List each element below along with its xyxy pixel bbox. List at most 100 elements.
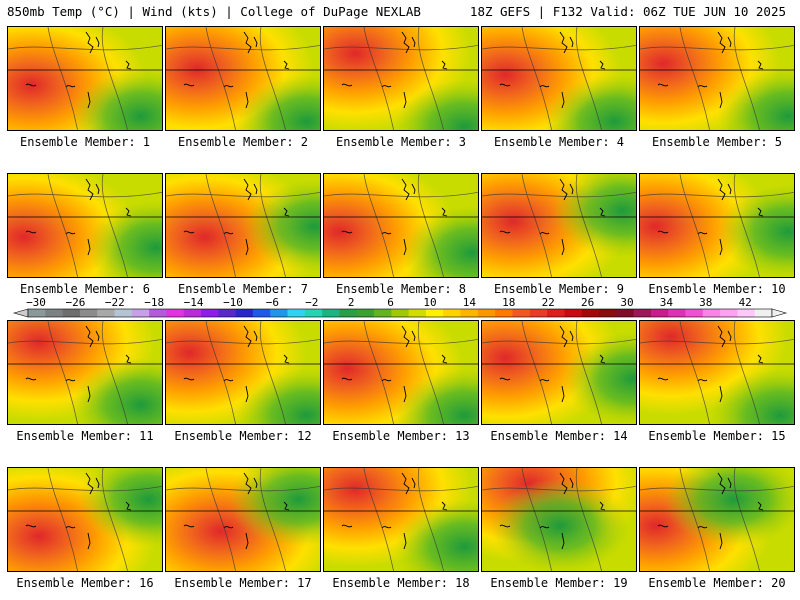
colorbar-tick-label: 38 [699,296,712,309]
colorbar-segment [287,309,306,317]
colorbar-tick-label: 42 [739,296,752,309]
ensemble-member-map-3 [323,26,479,131]
colorbar-tick-label: −18 [144,296,164,309]
colorbar-segment [443,309,461,317]
ensemble-member-map-6 [7,173,163,278]
colorbar-segment [149,309,167,317]
colorbar-segment [79,309,98,317]
ensemble-member-label: Ensemble Member: 11 [16,429,154,443]
ensemble-member-label: Ensemble Member: 17 [174,576,312,590]
colorbar-tick-label: −14 [184,296,204,309]
colorbar-segment [598,309,617,317]
colorbar-tick-label: −26 [65,296,85,309]
ensemble-member-label: Ensemble Member: 2 [177,135,309,149]
colorbar-segment [374,309,392,317]
colorbar-segment [650,309,669,317]
colorbar-segment [408,309,427,317]
ensemble-member-map-14 [481,320,637,425]
colorbar-segment [201,309,219,317]
ensemble-member-map-15 [639,320,795,425]
colorbar-segment [304,309,323,317]
colorbar-tick-label: −30 [26,296,46,309]
ensemble-member-label: Ensemble Member: 5 [651,135,783,149]
ensemble-member-label: Ensemble Member: 7 [177,282,309,296]
ensemble-member-label: Ensemble Member: 19 [490,576,628,590]
temperature-colorbar: −30 −26 −22 −18 −14 −10 −6 −2 2 6 10 14 18 22 26 30 34 38… [12,296,788,318]
colorbar-segment [131,309,150,317]
colorbar-right-arrow [771,308,788,318]
colorbar-segment [581,309,600,317]
ensemble-member-map-4 [481,26,637,131]
ensemble-member-map-16 [7,467,163,572]
ensemble-member-map-2 [165,26,321,131]
ensemble-member-map-10 [639,173,795,278]
colorbar-tick-label: −10 [223,296,243,309]
colorbar-segment [547,309,565,317]
ensemble-member-label: Ensemble Member: 1 [19,135,151,149]
ensemble-member-label: Ensemble Member: 18 [332,576,470,590]
colorbar-segment [218,309,237,317]
colorbar-segment [62,309,81,317]
colorbar-segment [356,309,375,317]
ensemble-member-map-11 [7,320,163,425]
chart-header-valid-time: 18Z GEFS | F132 Valid: 06Z TUE JUN 10 20… [469,4,786,19]
colorbar-segment [391,309,410,317]
colorbar-segment [702,309,721,317]
ensemble-member-label: Ensemble Member: 16 [16,576,154,590]
colorbar-segment [322,309,340,317]
colorbar-segment [270,309,288,317]
colorbar-tick-label: 6 [387,296,394,309]
ensemble-member-map-13 [323,320,479,425]
colorbar-segment [616,309,634,317]
ensemble-member-map-8 [323,173,479,278]
ensemble-member-map-9 [481,173,637,278]
colorbar-segment [668,309,686,317]
colorbar-tick-label: 26 [581,296,594,309]
colorbar-tick-label: 22 [542,296,555,309]
colorbar-segment [633,309,652,317]
ensemble-member-label: Ensemble Member: 13 [332,429,470,443]
colorbar-tick-label: 30 [620,296,633,309]
colorbar-segment [460,309,479,317]
colorbar-tick-label: −2 [305,296,318,309]
colorbar-left-arrow [12,308,29,318]
chart-header-title: 850mb Temp (°C) | Wind (kts) | College o… [7,4,421,19]
ensemble-member-map-1 [7,26,163,131]
colorbar-tick-label: 18 [502,296,515,309]
ensemble-member-map-18 [323,467,479,572]
colorbar-tick-label: −22 [105,296,125,309]
ensemble-member-label: Ensemble Member: 10 [648,282,786,296]
colorbar-segment [495,309,513,317]
ensemble-member-map-12 [165,320,321,425]
colorbar-tick-label: −6 [266,296,279,309]
colorbar-segment [28,309,46,317]
colorbar-tick-label: 2 [348,296,355,309]
colorbar-segment [235,309,254,317]
colorbar-segment [720,309,738,317]
colorbar-segment [252,309,271,317]
colorbar-segment [477,309,496,317]
ensemble-member-map-20 [639,467,795,572]
colorbar-tick-label: 10 [423,296,436,309]
colorbar-segment [166,309,185,317]
ensemble-member-label: Ensemble Member: 4 [493,135,625,149]
colorbar-segment [529,309,548,317]
colorbar-segment [425,309,444,317]
colorbar-segment [97,309,115,317]
ensemble-member-map-5 [639,26,795,131]
ensemble-member-label: Ensemble Member: 20 [648,576,786,590]
ensemble-member-label: Ensemble Member: 9 [493,282,625,296]
ensemble-member-label: Ensemble Member: 6 [19,282,151,296]
ensemble-member-label: Ensemble Member: 15 [648,429,786,443]
colorbar-segment [339,309,358,317]
colorbar-segment [45,309,64,317]
ensemble-member-label: Ensemble Member: 3 [335,135,467,149]
colorbar-segment [685,309,704,317]
colorbar-segment [737,309,756,317]
ensemble-member-label: Ensemble Member: 14 [490,429,628,443]
ensemble-member-label: Ensemble Member: 8 [335,282,467,296]
ensemble-member-label: Ensemble Member: 12 [174,429,312,443]
colorbar-segment [512,309,531,317]
ensemble-member-map-19 [481,467,637,572]
colorbar-segment [564,309,583,317]
